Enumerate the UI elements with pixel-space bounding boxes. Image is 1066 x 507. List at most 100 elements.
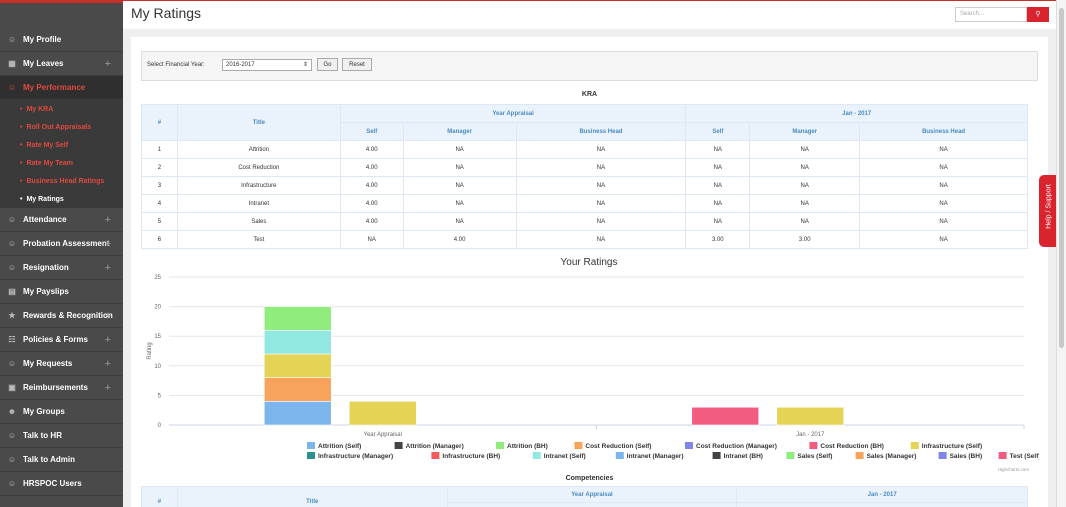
- col-title: Title: [177, 105, 340, 141]
- legend-swatch: [307, 452, 315, 459]
- sidebar-item-my-leaves[interactable]: ▦ My Leaves +: [0, 52, 123, 76]
- table-cell: NA: [403, 213, 516, 231]
- table-cell: 5: [142, 213, 178, 231]
- sidebar-item-hrspoc-users[interactable]: ☺HRSPOC Users: [0, 472, 123, 496]
- table-cell: NA: [516, 141, 686, 159]
- page-title: My Ratings: [131, 5, 201, 21]
- help-support-tab[interactable]: Help / Support: [1039, 175, 1057, 247]
- sidebar-item-talk-to-admin[interactable]: ☺Talk to Admin: [0, 448, 123, 472]
- y-tick-label: 0: [158, 423, 162, 429]
- sidebar-item-probation-assessment[interactable]: ☺Probation Assessment+: [0, 232, 123, 256]
- comp-col-number: #: [142, 487, 178, 507]
- document-icon: ▤: [7, 287, 17, 297]
- select-arrows-icon: ⇕: [303, 61, 308, 68]
- table-cell: 1: [142, 141, 178, 159]
- top-bar: My Ratings Search... ⚲: [123, 1, 1056, 29]
- subcol-header: Manager: [403, 123, 516, 141]
- table-row: 6TestNA4.00NA3.003.00NA: [142, 231, 1028, 249]
- col-number: #: [142, 105, 178, 141]
- legend-item: Sales (Self): [797, 453, 832, 460]
- sidebar-subitem-label: Business Head Ratings: [26, 178, 104, 185]
- comp-col-title: Title: [177, 487, 447, 507]
- table-cell: NA: [516, 159, 686, 177]
- bullet-icon: •: [20, 178, 22, 185]
- expand-plus-icon[interactable]: +: [105, 358, 111, 370]
- kra-table: # Title Year Appraisal Jan - 2017 SelfMa…: [141, 104, 1028, 249]
- sidebar-item-talk-to-hr[interactable]: ☺Talk to HR: [0, 424, 123, 448]
- sidebar-subitem-label: Rate My Self: [26, 142, 68, 149]
- sidebar-subitem-my-kra[interactable]: •My KRA: [0, 100, 123, 118]
- sidebar-item-reimbursements[interactable]: ▣Reimbursements+: [0, 376, 123, 400]
- table-row: 2Cost Reduction4.00NANANANANA: [142, 159, 1028, 177]
- financial-year-select[interactable]: 2016-2017 ⇕: [222, 59, 312, 71]
- sidebar-item-my-profile[interactable]: ☺My Profile: [0, 28, 123, 52]
- scrollbar-thumb[interactable]: [1059, 8, 1064, 348]
- expand-plus-icon[interactable]: +: [105, 238, 111, 250]
- table-cell: 3.00: [686, 231, 750, 249]
- expand-plus-icon[interactable]: +: [105, 214, 111, 226]
- legend-swatch: [685, 442, 693, 449]
- legend-item: Intranet (Self): [544, 453, 586, 460]
- scrollbar[interactable]: [1056, 0, 1066, 507]
- chart-title: Your Ratings: [561, 257, 618, 268]
- table-cell: 2: [142, 159, 178, 177]
- legend-swatch: [431, 452, 439, 459]
- sidebar-item-resignation[interactable]: ☺Resignation+: [0, 256, 123, 280]
- sidebar-subitem-roll-out-appraisals[interactable]: •Roll Out Appraisals: [0, 118, 123, 136]
- legend-swatch: [616, 452, 624, 459]
- sidebar-item-my-requests[interactable]: ☺My Requests+: [0, 352, 123, 376]
- expand-plus-icon[interactable]: +: [105, 310, 111, 322]
- bullet-icon: •: [20, 160, 22, 167]
- sidebar-item-rewards-recognition[interactable]: ★Rewards & Recognition+: [0, 304, 123, 328]
- ratings-chart: Your Ratings0510152025RatingYear Apprais…: [139, 251, 1039, 486]
- competencies-table: # Title Year Appraisal Jan - 2017: [141, 486, 1028, 507]
- help-support-label: Help / Support: [1046, 175, 1053, 239]
- bar-segment: [777, 407, 844, 425]
- expand-plus-icon[interactable]: +: [105, 58, 111, 70]
- legend-item: Cost Reduction (Manager): [696, 443, 777, 450]
- table-cell: NA: [686, 141, 750, 159]
- expand-plus-icon[interactable]: +: [105, 334, 111, 346]
- legend-item: Sales (BH): [950, 453, 983, 460]
- sidebar-item-policies-forms[interactable]: ☷Policies & Forms+: [0, 328, 123, 352]
- group-icon: ☻: [7, 407, 17, 417]
- reset-button[interactable]: Reset: [342, 58, 372, 71]
- sidebar-subitem-label: Roll Out Appraisals: [26, 124, 91, 131]
- legend-swatch: [911, 442, 919, 449]
- user-icon: ☺: [7, 83, 17, 93]
- table-cell: NA: [403, 195, 516, 213]
- go-button[interactable]: Go: [317, 58, 338, 71]
- sidebar-subitem-business-head-ratings[interactable]: • Business Head Ratings: [0, 172, 123, 190]
- expand-plus-icon[interactable]: +: [105, 262, 111, 274]
- sidebar-item-my-payslips[interactable]: ▤My Payslips: [0, 280, 123, 304]
- sidebar-subitem-label: My KRA: [26, 106, 53, 113]
- table-cell: NA: [516, 177, 686, 195]
- sidebar-item-my-performance[interactable]: ☺My Performance: [0, 76, 123, 100]
- expand-plus-icon[interactable]: +: [105, 382, 111, 394]
- table-row: 5Sales4.00NANANANANA: [142, 213, 1028, 231]
- sidebar-item-label: My Requests: [23, 359, 72, 368]
- search-input[interactable]: Search...: [955, 7, 1027, 22]
- legend-swatch: [574, 442, 582, 449]
- legend-swatch: [939, 452, 947, 459]
- user-icon: ☺: [7, 431, 17, 441]
- legend-swatch: [713, 452, 721, 459]
- sidebar-item-my-groups[interactable]: ☻My Groups: [0, 400, 123, 424]
- chart-credit: Highcharts.com: [998, 467, 1030, 472]
- sidebar-subitem-rate-my-self[interactable]: •Rate My Self: [0, 136, 123, 154]
- sidebar-subitem-rate-my-team[interactable]: •Rate My Team: [0, 154, 123, 172]
- table-cell: NA: [686, 195, 750, 213]
- table-cell: 4.00: [403, 231, 516, 249]
- sidebar-item-label: My Leaves: [23, 59, 63, 68]
- kra-title: KRA: [131, 91, 1048, 98]
- calendar-icon: ▦: [7, 59, 17, 69]
- table-cell: NA: [860, 213, 1028, 231]
- sidebar-item-attendance[interactable]: ☺Attendance+: [0, 208, 123, 232]
- table-cell: NA: [860, 231, 1028, 249]
- search-button[interactable]: ⚲: [1027, 7, 1049, 22]
- legend-swatch: [496, 442, 504, 449]
- legend-item: Infrastructure (BH): [442, 453, 500, 460]
- sidebar-subitem-my-ratings[interactable]: •My Ratings: [0, 190, 123, 208]
- y-tick-label: 20: [154, 305, 161, 311]
- user-icon: ☺: [7, 455, 17, 465]
